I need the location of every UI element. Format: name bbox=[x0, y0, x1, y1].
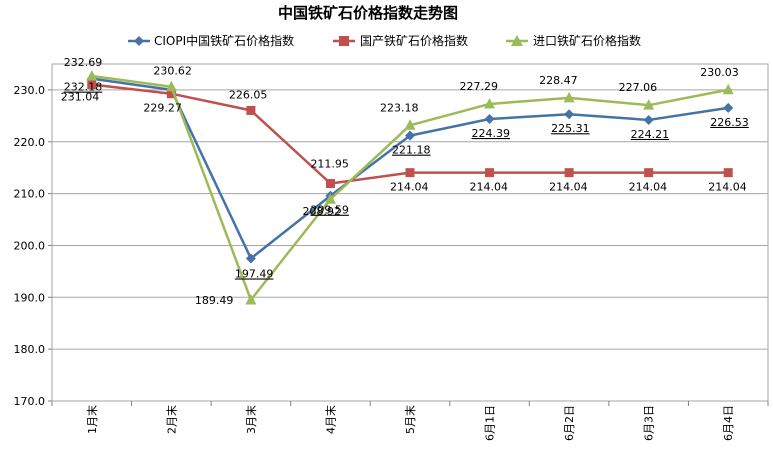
y-tick-label: 210.0 bbox=[14, 188, 46, 201]
data-point-domestic bbox=[564, 168, 574, 178]
data-label-domestic: 214.04 bbox=[390, 181, 429, 194]
data-point-domestic bbox=[644, 168, 654, 178]
data-point-imported bbox=[324, 193, 336, 204]
y-tick-label: 230.0 bbox=[14, 84, 46, 97]
data-label-domestic: 214.04 bbox=[470, 181, 509, 194]
data-point-imported bbox=[86, 69, 98, 81]
data-point-domestic bbox=[405, 168, 415, 178]
data-point-domestic bbox=[246, 105, 256, 115]
data-label-ciopi: 197.49 bbox=[235, 267, 274, 280]
data-label-imported: 228.47 bbox=[539, 74, 578, 87]
data-label-domestic: 214.04 bbox=[549, 181, 588, 194]
data-label-ciopi: 221.18 bbox=[392, 144, 431, 157]
data-point-domestic bbox=[485, 168, 495, 178]
data-label-imported: 230.62 bbox=[153, 65, 192, 78]
data-label-domestic: 211.95 bbox=[310, 158, 349, 171]
data-point-ciopi bbox=[643, 114, 654, 125]
x-tick-label: 4月末 bbox=[323, 405, 337, 434]
data-point-imported bbox=[245, 293, 257, 305]
data-label-ciopi: 209.59 bbox=[310, 204, 349, 217]
legend-label-domestic: 国产铁矿石价格指数 bbox=[360, 33, 468, 48]
data-label-domestic: 226.05 bbox=[229, 88, 268, 101]
data-point-domestic bbox=[166, 89, 176, 99]
x-tick-label: 2月末 bbox=[164, 405, 178, 434]
legend-item-ciopi: CIOPI中国铁矿石价格指数 bbox=[128, 33, 294, 48]
data-point-imported bbox=[484, 97, 496, 109]
data-point-ciopi bbox=[484, 114, 495, 125]
y-tick-label: 200.0 bbox=[14, 239, 46, 252]
x-tick-label: 6月4日 bbox=[722, 405, 735, 441]
data-label-domestic: 229.27 bbox=[143, 102, 182, 115]
data-label-ciopi: 226.53 bbox=[710, 116, 749, 129]
data-label-imported: 230.03 bbox=[700, 66, 739, 79]
data-label-imported: 227.06 bbox=[619, 81, 658, 94]
data-point-imported bbox=[563, 91, 575, 103]
data-label-ciopi: 224.21 bbox=[631, 128, 670, 141]
data-point-ciopi bbox=[723, 102, 734, 113]
x-tick-label: 6月3日 bbox=[643, 405, 656, 441]
data-point-ciopi bbox=[245, 253, 256, 264]
x-tick-label: 3月末 bbox=[244, 405, 258, 434]
legend-label-ciopi: CIOPI中国铁矿石价格指数 bbox=[154, 33, 294, 48]
data-label-ciopi: 224.39 bbox=[472, 127, 511, 140]
data-label-ciopi: 232.18 bbox=[64, 81, 103, 94]
x-tick-label: 1月末 bbox=[85, 405, 99, 434]
legend-item-domestic: 国产铁矿石价格指数 bbox=[333, 33, 468, 48]
legend-item-imported: 进口铁矿石价格指数 bbox=[506, 33, 641, 48]
data-label-imported: 232.69 bbox=[64, 56, 103, 69]
data-label-domestic: 214.04 bbox=[629, 181, 668, 194]
data-label-imported: 227.29 bbox=[460, 80, 499, 93]
data-label-ciopi: 225.31 bbox=[551, 122, 590, 135]
y-tick-label: 180.0 bbox=[14, 343, 46, 356]
data-point-imported bbox=[404, 119, 416, 130]
x-tick-label: 6月2日 bbox=[563, 405, 576, 441]
data-point-domestic bbox=[87, 80, 97, 90]
y-tick-label: 220.0 bbox=[14, 136, 46, 149]
data-point-domestic bbox=[723, 168, 733, 178]
data-label-domestic: 214.04 bbox=[708, 181, 747, 194]
plot-area: 170.0 180.0 190.0 200.0 210.0 220.0 230.0 1月末 2月… bbox=[14, 56, 769, 441]
x-tick-label: 5月末 bbox=[403, 405, 417, 434]
data-point-ciopi bbox=[564, 109, 575, 120]
data-label-imported: 189.49 bbox=[195, 294, 234, 307]
data-point-imported bbox=[643, 99, 655, 110]
chart-title: 中国铁矿石价格指数走势图 bbox=[278, 4, 458, 22]
legend: CIOPI中国铁矿石价格指数 国产铁矿石价格指数 进口铁矿石价格指数 bbox=[128, 33, 641, 48]
plot-frame bbox=[51, 63, 769, 402]
data-point-imported bbox=[165, 80, 177, 92]
data-label-domestic: 231.04 bbox=[61, 91, 100, 104]
data-point-domestic bbox=[325, 179, 335, 189]
y-tick-label: 190.0 bbox=[14, 291, 46, 304]
y-tick-label: 170.0 bbox=[14, 395, 46, 408]
x-tick-label: 6月1日 bbox=[484, 405, 497, 441]
data-label-imported: 208.92 bbox=[302, 205, 341, 218]
data-point-imported bbox=[722, 83, 734, 95]
legend-label-imported: 进口铁矿石价格指数 bbox=[533, 33, 641, 48]
data-point-ciopi bbox=[405, 130, 415, 141]
data-label-imported: 223.18 bbox=[380, 101, 419, 114]
